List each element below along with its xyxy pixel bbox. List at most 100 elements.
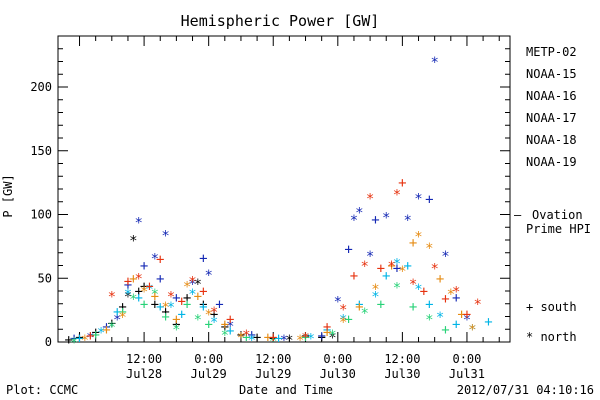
- data-point: *: [97, 325, 105, 341]
- data-point: *: [328, 330, 336, 346]
- data-point: *: [210, 315, 218, 331]
- data-point: +: [70, 331, 78, 347]
- data-point: *: [210, 305, 218, 321]
- data-point: +: [178, 294, 186, 310]
- x-tick-date-label: Jul30: [320, 367, 356, 381]
- data-point: *: [204, 268, 212, 284]
- data-point: *: [194, 313, 202, 329]
- data-point: *: [414, 282, 422, 298]
- x-tick-time-label: 12:00: [384, 352, 420, 366]
- data-point: *: [108, 290, 116, 306]
- data-point: +: [237, 327, 245, 343]
- data-point: +: [355, 297, 363, 313]
- x-tick-time-label: 0:00: [194, 352, 223, 366]
- data-point: *: [161, 228, 169, 244]
- data-point: *: [436, 310, 444, 326]
- data-point: *: [134, 272, 142, 288]
- x-tick-time-label: 0:00: [323, 352, 352, 366]
- data-point: +: [425, 297, 433, 313]
- data-point: *: [129, 292, 137, 308]
- data-point: *: [167, 290, 175, 306]
- data-point: +: [199, 297, 207, 313]
- data-point: *: [468, 323, 476, 339]
- data-point: +: [441, 292, 449, 308]
- data-point: +: [425, 192, 433, 208]
- data-point: +: [226, 312, 234, 328]
- data-point: +: [156, 299, 164, 315]
- data-point: *: [366, 249, 374, 265]
- data-point: *: [124, 290, 132, 306]
- data-point: *: [167, 300, 175, 316]
- data-point: *: [468, 323, 476, 339]
- data-point: *: [124, 287, 132, 303]
- data-point: +: [145, 279, 153, 295]
- data-point: *: [70, 335, 78, 351]
- data-point: *: [463, 313, 471, 329]
- y-tick-label: 150: [30, 144, 52, 158]
- data-point: +: [108, 316, 116, 332]
- y-tick-label: 50: [38, 271, 52, 285]
- data-point: *: [188, 287, 196, 303]
- data-point: *: [393, 188, 401, 204]
- data-point: *: [404, 213, 412, 229]
- data-point: *: [151, 251, 159, 267]
- data-point: +: [199, 284, 207, 300]
- data-point: +: [183, 297, 191, 313]
- data-point: +: [420, 284, 428, 300]
- data-point: +: [118, 304, 126, 320]
- data-point: +: [409, 299, 417, 315]
- data-point: +: [350, 269, 358, 285]
- data-point: *: [237, 330, 245, 346]
- data-point: *: [387, 259, 395, 275]
- data-point: *: [371, 282, 379, 298]
- data-point: *: [247, 333, 255, 349]
- x-tick-time-label: 12:00: [255, 352, 291, 366]
- data-point: *: [430, 55, 438, 71]
- data-point: *: [161, 300, 169, 316]
- x-tick-date-label: Jul31: [449, 367, 485, 381]
- data-point: +: [134, 284, 142, 300]
- legend-entry: NOAA-15: [526, 67, 577, 81]
- data-point: *: [172, 323, 180, 339]
- legend: METP-02 NOAA-15 NOAA-16 NOAA-17 NOAA-18 NOAA-…: [514, 45, 591, 344]
- data-point: +: [323, 322, 331, 338]
- data-point: +: [91, 325, 99, 341]
- data-point: +: [269, 331, 277, 347]
- data-point: +: [124, 274, 132, 290]
- data-point: *: [371, 290, 379, 306]
- data-point: *: [226, 319, 234, 335]
- data-point: *: [328, 328, 336, 344]
- data-point: +: [161, 304, 169, 320]
- legend-entry: METP-02: [526, 45, 577, 59]
- data-point: *: [360, 259, 368, 275]
- y-axis-label: P [GW]: [1, 174, 15, 217]
- data-point: +: [183, 290, 191, 306]
- data-point: +: [75, 330, 83, 346]
- data-point: *: [188, 277, 196, 293]
- legend-entry: NOAA-17: [526, 111, 577, 125]
- legend-entry-ovation-line2: Prime HPI: [526, 222, 591, 236]
- data-point: *: [393, 256, 401, 272]
- data-point: +: [75, 331, 83, 347]
- data-point: *: [194, 277, 202, 293]
- data-point: *: [134, 216, 142, 232]
- data-point: *: [113, 313, 121, 329]
- data-point: +: [253, 330, 261, 346]
- data-point: +: [215, 297, 223, 313]
- plot-credit: Plot: CCMC: [6, 383, 78, 397]
- data-point: +: [323, 320, 331, 336]
- data-point: *: [221, 328, 229, 344]
- data-point: *: [108, 320, 116, 336]
- data-point: *: [425, 241, 433, 257]
- x-tick-time-label: 0:00: [452, 352, 481, 366]
- x-tick-date-label: Jul29: [255, 367, 291, 381]
- y-axis-ticks: 0 50 100 150 200: [30, 35, 510, 349]
- x-tick-date-label: Jul29: [191, 367, 227, 381]
- data-point: +: [301, 330, 309, 346]
- x-tick-date-label: Jul30: [384, 367, 420, 381]
- data-point: +: [113, 304, 121, 320]
- data-point: +: [377, 261, 385, 277]
- data-point: *: [360, 306, 368, 322]
- timestamp: 2012/07/31 04:10:16: [457, 383, 594, 397]
- data-point: +: [301, 329, 309, 345]
